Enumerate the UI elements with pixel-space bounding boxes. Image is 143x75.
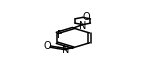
Text: O: O	[83, 12, 90, 22]
Text: N: N	[62, 45, 70, 55]
Text: O: O	[43, 41, 51, 51]
Text: N: N	[79, 21, 86, 31]
Text: F: F	[57, 30, 62, 40]
